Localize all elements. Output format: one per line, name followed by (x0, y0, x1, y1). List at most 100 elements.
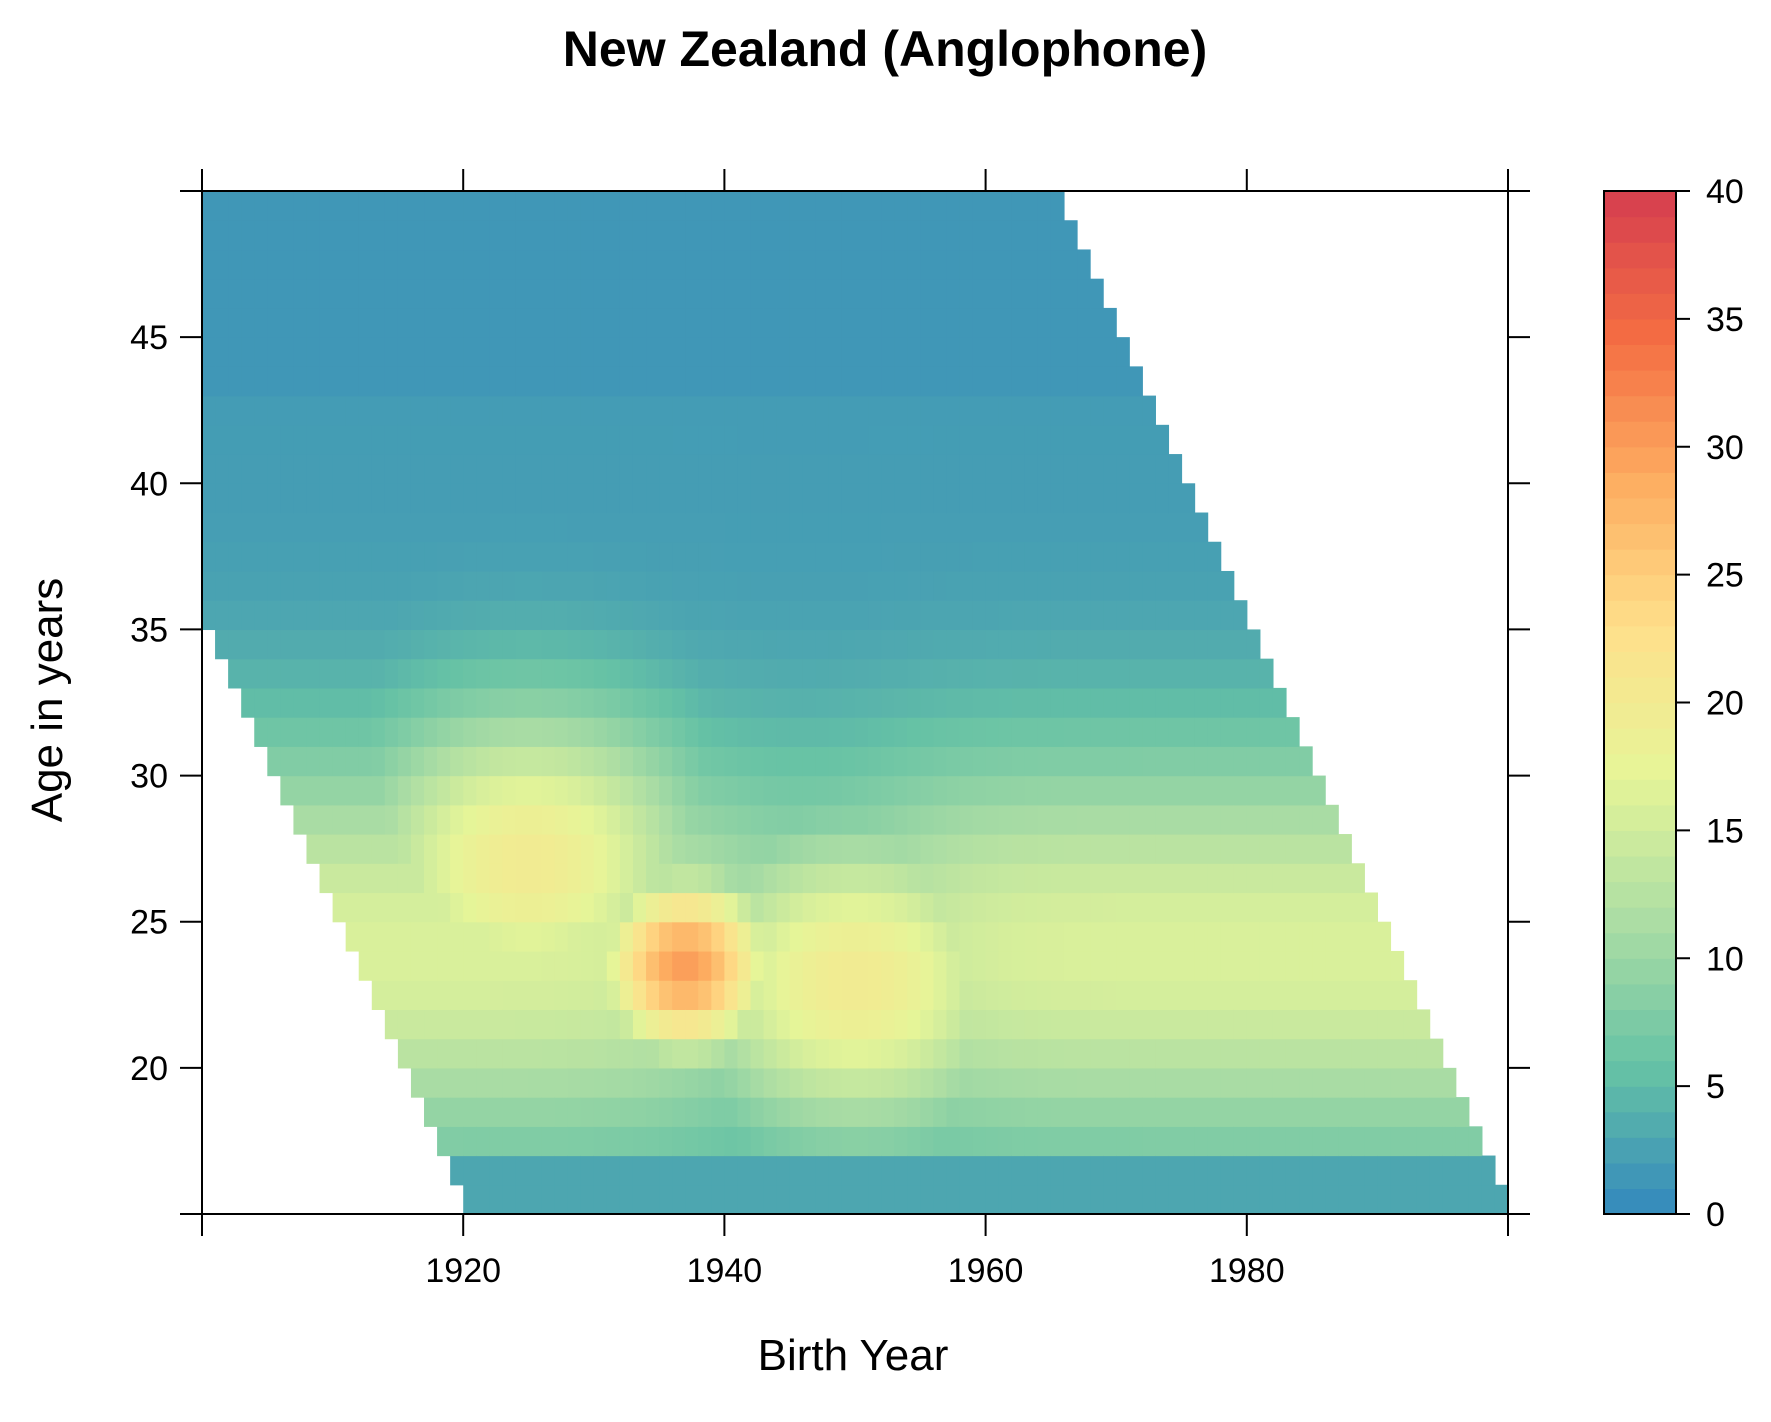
heatmap-cell (698, 1038, 712, 1069)
heatmap-cell (632, 629, 647, 660)
heatmap-cell (724, 570, 739, 601)
heatmap-cell (241, 658, 255, 689)
heatmap-cell (463, 191, 477, 221)
heatmap-cell (1077, 278, 1091, 309)
heatmap-cell (724, 1009, 739, 1040)
heatmap-cell (998, 337, 1013, 367)
heatmap-cell (1312, 1067, 1326, 1098)
heatmap-cell (632, 395, 647, 426)
heatmap-cell (855, 629, 869, 660)
heatmap-cell (619, 307, 634, 338)
heatmap-cell (476, 775, 490, 806)
heatmap-cell (410, 191, 425, 221)
heatmap-cell (1468, 1126, 1483, 1157)
heatmap-cell (254, 570, 268, 601)
heatmap-cell (894, 395, 908, 426)
heatmap-cell (1024, 337, 1039, 367)
heatmap-cell (515, 191, 530, 221)
heatmap-cell (541, 249, 556, 280)
heatmap-cell (802, 892, 817, 923)
heatmap-cell (802, 541, 817, 572)
heatmap-cell (489, 366, 503, 397)
heatmap-cell (1246, 1097, 1261, 1127)
heatmap-cell (1246, 834, 1261, 864)
heatmap-cell (1103, 980, 1117, 1010)
heatmap-cell (528, 834, 543, 864)
heatmap-cell (1116, 687, 1130, 718)
heatmap-cell (1285, 717, 1300, 747)
colorbar-band (1604, 1009, 1676, 1036)
heatmap-cell (1351, 1097, 1365, 1127)
heatmap-cell (489, 570, 503, 601)
heatmap-cell (972, 629, 987, 660)
heatmap-cell (920, 980, 934, 1010)
heatmap-cell (672, 980, 686, 1010)
heatmap-cell (1129, 454, 1143, 484)
heatmap-cell (841, 307, 856, 338)
heatmap-cell (750, 570, 765, 601)
heatmap-cell (1259, 746, 1274, 777)
heatmap-cell (554, 220, 569, 251)
heatmap-cell (985, 220, 1000, 251)
heatmap-cell (868, 600, 882, 631)
heatmap-cell (319, 804, 334, 835)
heatmap-cell (397, 512, 412, 543)
heatmap-cell (371, 366, 386, 397)
heatmap-cell (1129, 541, 1143, 572)
heatmap-cell (1103, 395, 1117, 426)
colorbar-band (1604, 600, 1676, 627)
heatmap-cell (998, 687, 1013, 718)
heatmap-cell (358, 746, 373, 777)
heatmap-cell (1103, 366, 1117, 397)
heatmap-cell (1090, 337, 1104, 367)
heatmap-cell (1011, 541, 1026, 572)
heatmap-cell (424, 600, 438, 631)
colorbar-band (1604, 779, 1676, 806)
heatmap-cell (672, 687, 686, 718)
heatmap-cell (1024, 1155, 1039, 1186)
heatmap-cell (476, 570, 490, 601)
heatmap-cell (1063, 1067, 1078, 1098)
heatmap-cell (567, 863, 582, 894)
heatmap-cell (502, 804, 517, 835)
heatmap-cell (685, 600, 699, 631)
heatmap-cell (855, 746, 869, 777)
heatmap-cell (1077, 395, 1091, 426)
heatmap-cell (998, 424, 1013, 455)
heatmap-cell (606, 863, 621, 894)
heatmap-cell (1220, 717, 1235, 747)
heatmap-cell (424, 892, 438, 923)
heatmap-cell (672, 337, 686, 367)
heatmap-cell (1129, 834, 1143, 864)
heatmap-cell (358, 629, 373, 660)
heatmap-cell (815, 775, 830, 806)
heatmap-cell (1037, 424, 1052, 455)
heatmap-cell (502, 921, 517, 952)
heatmap-cell (1063, 775, 1078, 806)
heatmap-cell (1168, 1009, 1183, 1040)
heatmap-cell (1233, 746, 1248, 777)
colorbar-band (1604, 881, 1676, 908)
heatmap-cell (972, 249, 987, 280)
heatmap-cell (397, 220, 412, 251)
heatmap-cell (293, 804, 308, 835)
heatmap-cell (241, 220, 255, 251)
heatmap-cell (593, 629, 608, 660)
heatmap-cell (306, 220, 321, 251)
heatmap-cell (776, 220, 791, 251)
heatmap-cell (267, 337, 281, 367)
heatmap-cell (424, 278, 438, 309)
heatmap-cell (672, 220, 686, 251)
heatmap-cell (502, 249, 517, 280)
heatmap-cell (724, 600, 739, 631)
heatmap-cell (1011, 1097, 1026, 1127)
heatmap-cell (1168, 863, 1183, 894)
heatmap-cell (868, 1038, 882, 1069)
heatmap-cell (1194, 804, 1209, 835)
heatmap-cell (593, 454, 608, 484)
heatmap-cell (1194, 921, 1209, 952)
heatmap-cell (1077, 717, 1091, 747)
colorbar-band (1604, 446, 1676, 473)
heatmap-cell (345, 307, 360, 338)
